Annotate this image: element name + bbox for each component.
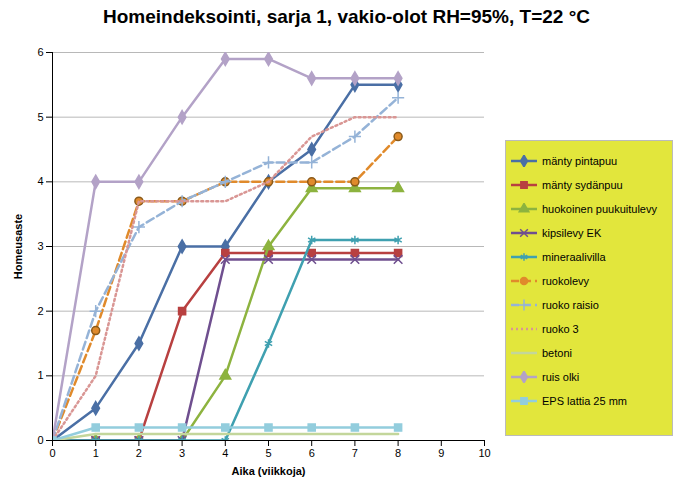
- svg-text:1: 1: [93, 447, 99, 459]
- html-text:EPS lattia 25 mm: EPS lattia 25 mm: [542, 395, 627, 407]
- svg-text:2: 2: [37, 305, 43, 317]
- html-text:Homeindeksointi, sarja 1, vaki: Homeindeksointi, sarja 1, vakio-olot RH=…: [103, 6, 590, 27]
- svg-text:7: 7: [352, 447, 358, 459]
- html-text:mänty sydänpuu: mänty sydänpuu: [542, 179, 623, 191]
- html-text:kipsilevy EK: kipsilevy EK: [542, 227, 602, 239]
- svg-text:8: 8: [395, 447, 401, 459]
- html-text:mänty pintapuu: mänty pintapuu: [542, 155, 618, 167]
- html-text:ruoko 3: ruoko 3: [542, 323, 579, 335]
- svg-text:4: 4: [222, 447, 228, 459]
- svg-text:1: 1: [37, 369, 43, 381]
- html-text:ruokolevy: ruokolevy: [542, 275, 590, 287]
- svg-text:2: 2: [136, 447, 142, 459]
- svg-text:10: 10: [478, 447, 490, 459]
- svg-text:5: 5: [37, 111, 43, 123]
- svg-text:0: 0: [37, 434, 43, 446]
- html-text:ruoko raisio: ruoko raisio: [542, 299, 599, 311]
- html-text:mineraalivilla: mineraalivilla: [542, 251, 606, 263]
- svg-text:3: 3: [179, 447, 185, 459]
- html-text:huokoinen puukuitulevy: huokoinen puukuitulevy: [542, 203, 657, 215]
- svg-text:9: 9: [438, 447, 444, 459]
- html-text:ruis olki: ruis olki: [542, 371, 580, 383]
- html-text:betoni: betoni: [542, 347, 572, 359]
- svg-text:Aika (viikkoja): Aika (viikkoja): [232, 465, 306, 477]
- svg-text:Homeusaste: Homeusaste: [12, 214, 24, 279]
- svg-text:3: 3: [37, 240, 43, 252]
- svg-text:0: 0: [49, 447, 55, 459]
- svg-text:5: 5: [265, 447, 271, 459]
- svg-text:6: 6: [37, 46, 43, 58]
- svg-text:4: 4: [37, 175, 43, 187]
- svg-text:6: 6: [309, 447, 315, 459]
